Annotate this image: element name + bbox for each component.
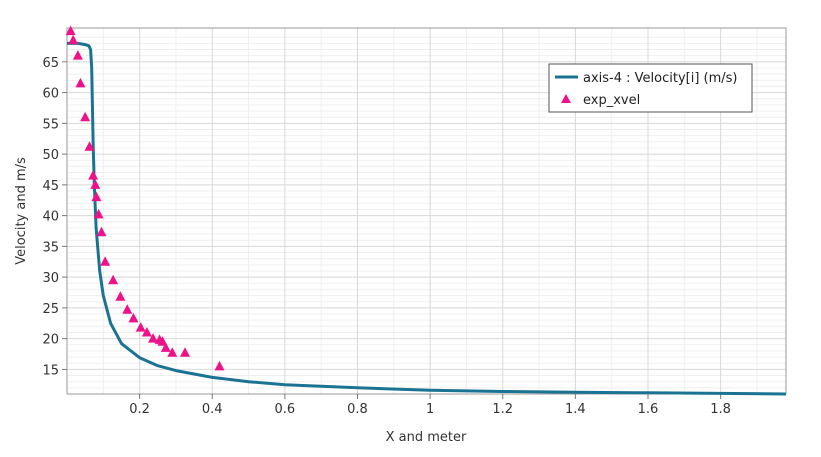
legend-label-series-2: exp_xvel [583,93,640,108]
exp-xvel-point [84,141,95,151]
y-tick-label: 40 [42,210,59,225]
legend: axis-4 : Velocity[i] (m/s) exp_xvel [548,63,753,113]
x-tick-label: 1.6 [638,402,659,417]
exp-xvel-point [160,342,171,352]
exp-xvel-point [93,208,104,219]
exp-xvel-point [80,111,91,122]
grid [67,28,786,395]
y-tick-label: 30 [42,271,59,286]
y-axis-ticks: 15 20 25 30 35 40 45 50 55 60 65 [42,56,67,378]
x-tick-label: 1.2 [492,402,513,417]
exp-xvel-point [135,322,146,332]
y-tick-label: 60 [42,87,59,102]
exp-xvel-point [96,226,107,237]
exp-xvel-point [90,179,101,189]
x-tick-label: 0.8 [347,402,368,417]
y-tick-label: 20 [42,333,59,348]
exp-xvel-point [75,77,86,88]
plot-area-frame [66,27,787,395]
y-tick-label: 25 [42,302,59,317]
velocity-line-series [67,41,787,396]
x-tick-label: 0.4 [202,402,223,417]
y-tick-label: 50 [42,148,59,163]
x-tick-label: 0.6 [275,402,296,417]
legend-triangle-swatch [561,94,571,103]
exp-xvel-point [65,25,76,36]
y-tick-label: 15 [42,363,59,378]
x-tick-label: 0.2 [129,402,150,417]
exp-xvel-point [157,336,168,346]
exp-xvel-point [180,347,191,357]
y-tick-label: 55 [42,117,59,132]
legend-box [548,63,753,113]
y-tick-label: 45 [42,179,59,194]
exp-xvel-point [128,312,139,323]
exp-xvel-point [88,170,99,180]
exp-xvel-point [122,304,133,314]
exp-xvel-point [214,360,225,371]
x-tick-label: 1.8 [710,402,731,417]
y-tick-label: 65 [42,56,59,71]
x-axis-ticks: 0.2 0.4 0.6 0.8 1 1.2 1.4 1.6 1.8 [129,394,731,417]
exp-xvel-point [141,326,152,337]
exp-xvel-point [148,333,159,343]
x-axis-title: X and meter [386,430,467,445]
series-layer [65,25,787,396]
y-axis-title: Velocity and m/s [14,157,29,265]
legend-label-series-1: axis-4 : Velocity[i] (m/s) [583,71,738,86]
exp-xvel-point [100,256,111,266]
exp-xvel-point [72,50,83,60]
exp-xvel-point [91,191,102,202]
exp-xvel-point [167,347,178,357]
x-tick-label: 1.4 [565,402,586,417]
exp-xvel-point [115,291,126,301]
exp-xvel-point [108,274,119,285]
exp-xvel-point [68,34,79,45]
x-tick-label: 1 [426,402,434,417]
y-tick-label: 35 [42,240,59,255]
